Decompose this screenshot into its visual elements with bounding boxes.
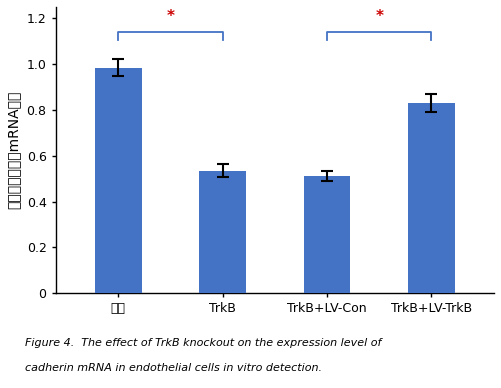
Bar <box>95 68 142 293</box>
Text: Figure 4.  The effect of TrkB knockout on the expression level of: Figure 4. The effect of TrkB knockout on… <box>25 338 381 348</box>
Y-axis label: 内皮钙粘蛋白（mRNA表达: 内皮钙粘蛋白（mRNA表达 <box>7 91 21 209</box>
Text: *: * <box>166 9 174 24</box>
Bar <box>408 103 455 293</box>
Bar <box>304 176 351 293</box>
Bar <box>199 171 246 293</box>
Text: *: * <box>375 9 383 24</box>
Text: cadherin mRNA in endothelial cells in vitro detection.: cadherin mRNA in endothelial cells in vi… <box>25 363 322 373</box>
